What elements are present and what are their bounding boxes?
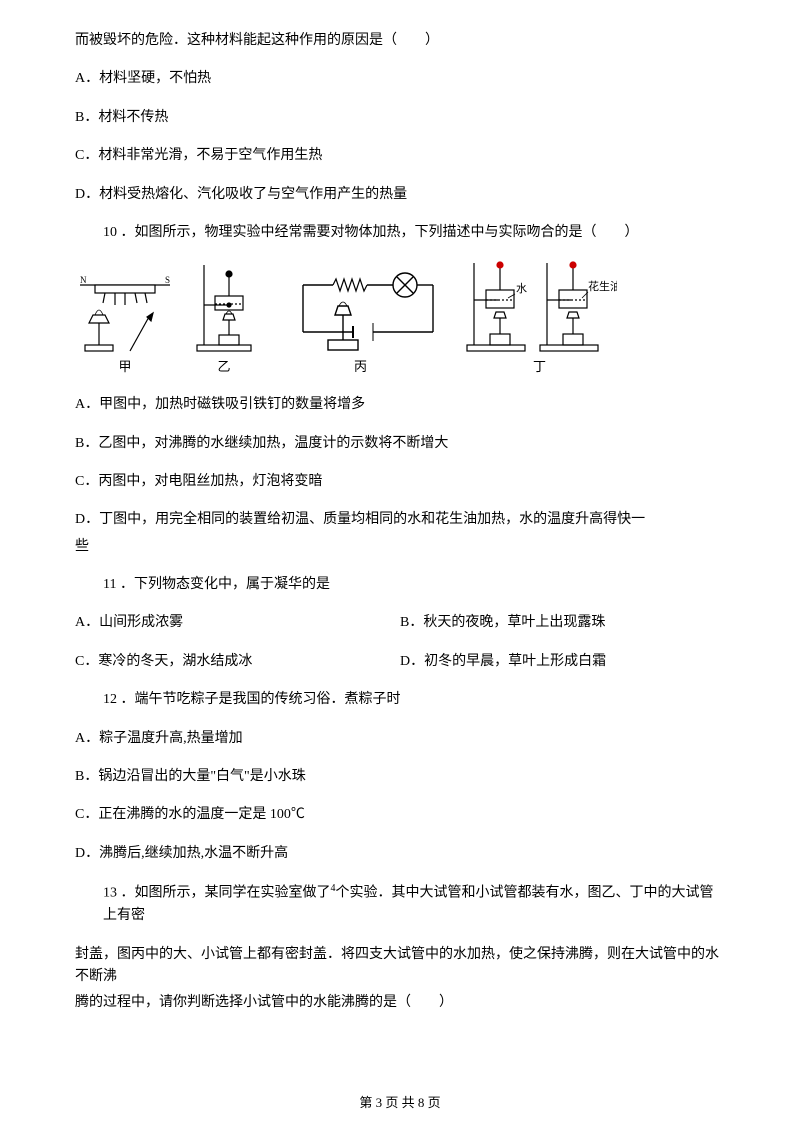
q12-stem: 12 ．端午节吃粽子是我国的传统习俗．煮粽子时 bbox=[75, 689, 725, 711]
page-footer: 第 3 页 共 8 页 bbox=[0, 1093, 800, 1114]
q12-opt-a: A．粽子温度升高,热量增加 bbox=[75, 728, 725, 750]
q9-opt-a: A．材料坚硬，不怕热 bbox=[75, 68, 725, 90]
q11-opt-a: A．山间形成浓雾 bbox=[75, 612, 400, 634]
q11-stem: 11 ．下列物态变化中，属于凝华的是 bbox=[75, 574, 725, 596]
q10-opt-a: A．甲图中，加热时磁铁吸引铁钉的数量将增多 bbox=[75, 394, 725, 416]
annot-water: 水 bbox=[516, 282, 527, 295]
diagram-bing: 丙 bbox=[273, 270, 448, 378]
diagram-bing-label: 丙 bbox=[354, 357, 367, 378]
q13-line1-a: 13 ．如图所示，某同学在实验室做了 bbox=[103, 886, 331, 901]
q12-opt-c: C．正在沸腾的水的温度一定是 100℃ bbox=[75, 804, 725, 826]
diagram-yi: 乙 bbox=[189, 260, 259, 378]
q10-diagrams: N S 甲 bbox=[75, 260, 725, 378]
q13-line2: 封盖，图丙中的大、小试管上都有密封盖．将四支大试管中的水加热，使之保持沸腾，则在… bbox=[75, 944, 725, 989]
q13-line3: 腾的过程中，请你判断选择小试管中的水能沸腾的是（ ） bbox=[75, 992, 725, 1014]
q-intro-tail: 而被毁坏的危险．这种材料能起这种作用的原因是（ ） bbox=[75, 30, 725, 52]
q10-opt-b: B．乙图中，对沸腾的水继续加热，温度计的示数将不断增大 bbox=[75, 433, 725, 455]
q12-opt-d: D．沸腾后,继续加热,水温不断升高 bbox=[75, 843, 725, 865]
diagram-ding-label: 丁 bbox=[533, 357, 546, 378]
q10-opt-c: C．丙图中，对电阻丝加热，灯泡将变暗 bbox=[75, 471, 725, 493]
q11-opt-c: C．寒冷的冬天，湖水结成冰 bbox=[75, 651, 400, 673]
q9-opt-c: C．材料非常光滑，不易于空气作用生热 bbox=[75, 145, 725, 167]
q12-opt-b: B．锅边沿冒出的大量"白气"是小水珠 bbox=[75, 766, 725, 788]
svg-text:N: N bbox=[80, 275, 87, 285]
diagram-jia-label: 甲 bbox=[118, 357, 131, 378]
q9-opt-d: D．材料受热熔化、汽化吸收了与空气作用产生的热量 bbox=[75, 184, 725, 206]
svg-text:S: S bbox=[165, 275, 170, 285]
diagram-yi-label: 乙 bbox=[217, 357, 230, 378]
q10-stem: 10 ．如图所示，物理实验中经常需要对物体加热，下列描述中与实际吻合的是（ ） bbox=[75, 222, 725, 244]
diagram-jia: N S 甲 bbox=[75, 275, 175, 378]
q11-opt-b: B．秋天的夜晚，草叶上出现露珠 bbox=[400, 612, 725, 634]
annot-oil: 花生油 bbox=[588, 279, 617, 293]
diagram-ding: 水 花生油 丁 bbox=[462, 260, 617, 378]
q11-opt-d: D．初冬的早晨，草叶上形成白霜 bbox=[400, 651, 725, 673]
q9-opt-b: B．材料不传热 bbox=[75, 107, 725, 129]
q10-opt-d-line1: D．丁图中，用完全相同的装置给初温、质量均相同的水和花生油加热，水的温度升高得快… bbox=[75, 509, 725, 531]
q10-opt-d-line2: 些 bbox=[75, 536, 725, 558]
q13-line1: 13 ．如图所示，某同学在实验室做了4个实验．其中大试管和小试管都装有水，图乙、… bbox=[75, 881, 725, 927]
